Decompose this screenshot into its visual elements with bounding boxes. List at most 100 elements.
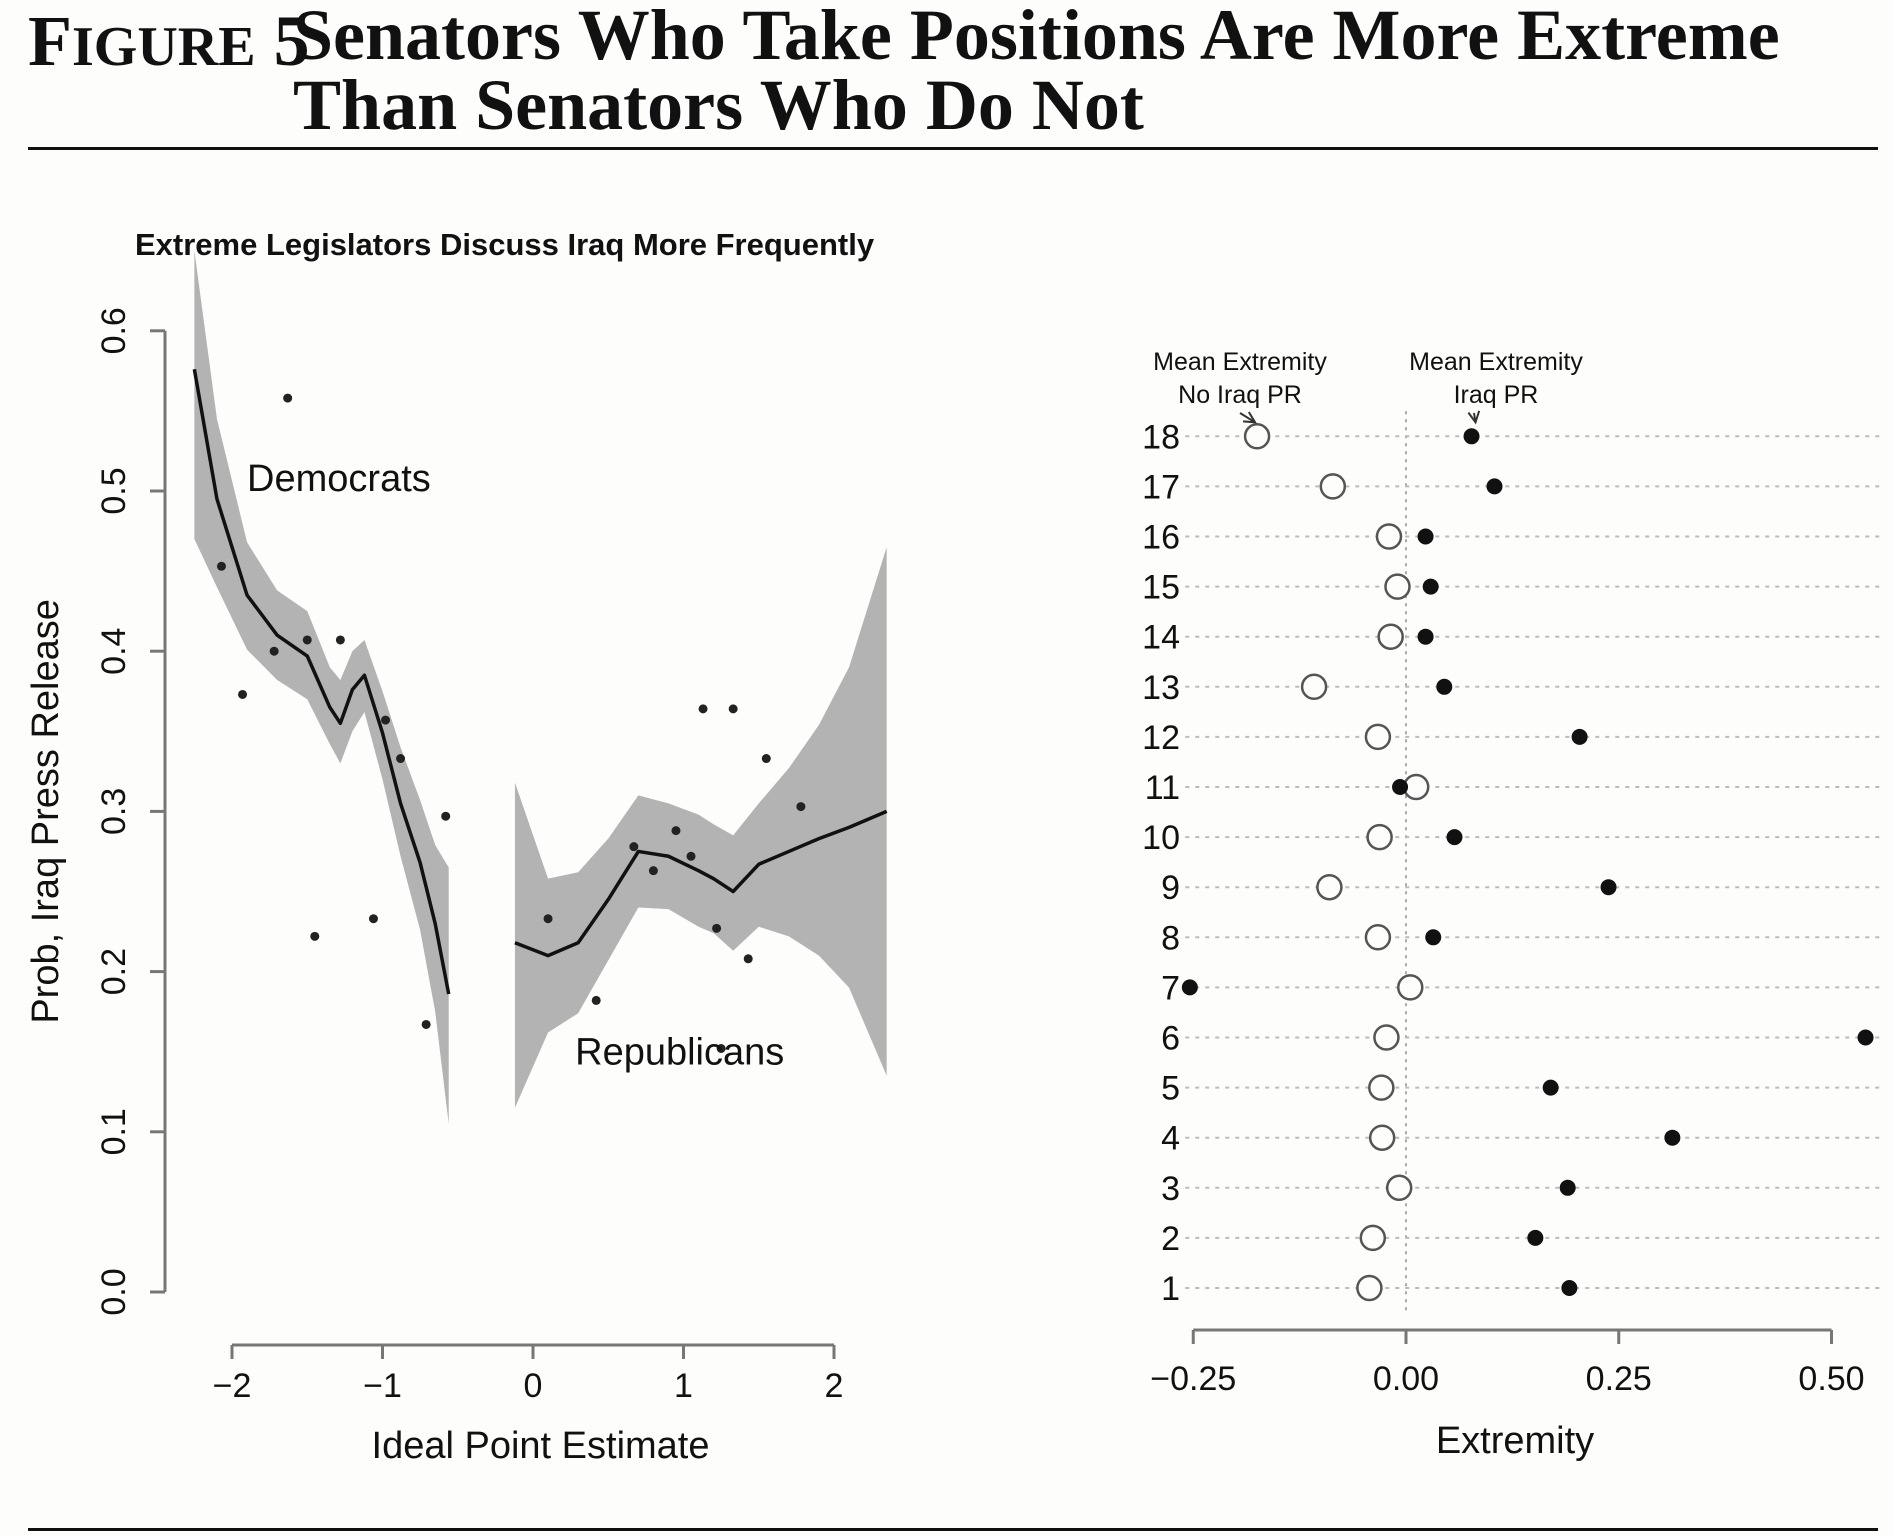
legislator-point [712, 923, 722, 933]
row-label: 16 [1142, 519, 1180, 557]
mean-extremity-iraq-point [1392, 779, 1409, 795]
row-label: 11 [1145, 769, 1180, 807]
top-rule [28, 147, 1878, 150]
left-x-tick-label: −2 [213, 1367, 252, 1405]
row-label: 15 [1142, 569, 1180, 607]
mean-extremity-iraq-point [1486, 478, 1503, 495]
mean-extremity-iraq-point [1571, 728, 1588, 745]
mean-extremity-iraq-point [1463, 428, 1480, 445]
mean-extremity-iraq-point [1422, 578, 1439, 595]
right-x-tick-label: 0.00 [1373, 1360, 1439, 1398]
row-label: 6 [1161, 1020, 1180, 1058]
mean-extremity-iraq-point [1542, 1079, 1559, 1096]
left-y-tick-label: 0.6 [95, 307, 133, 354]
left-x-tick-label: 0 [524, 1367, 543, 1405]
left-x-axis-title: Ideal Point Estimate [372, 1425, 710, 1467]
legislator-point [216, 561, 226, 571]
legislator-point [543, 914, 553, 924]
mean-extremity-no-iraq-point [1368, 1074, 1395, 1101]
legislator-point [629, 842, 639, 852]
mean-extremity-no-iraq-point [1385, 1174, 1413, 1202]
annotation-arrow [1239, 412, 1256, 424]
annotation-label-line2: No Iraq PR [1178, 381, 1302, 409]
mean-extremity-no-iraq-point [1368, 1124, 1396, 1151]
fit-line-democrats [192, 368, 451, 995]
left-chart: Extreme Legislators Discuss Iraq More Fr… [25, 227, 888, 1467]
legislator-point [421, 1019, 431, 1029]
left-y-tick-label: 0.0 [95, 1268, 133, 1315]
mean-extremity-iraq-point [1664, 1129, 1681, 1146]
legislator-point [591, 995, 601, 1005]
left-x-tick-label: 2 [825, 1367, 844, 1405]
mean-extremity-no-iraq-point [1319, 473, 1347, 500]
mean-extremity-iraq-point [1559, 1179, 1576, 1196]
right-x-axis-title: Extremity [1436, 1420, 1594, 1462]
left-y-tick-label: 0.3 [95, 788, 133, 835]
mean-extremity-no-iraq-point [1359, 1224, 1387, 1252]
mean-extremity-iraq-point [1527, 1229, 1544, 1246]
fit-line-republicans [514, 809, 888, 958]
row-label: 9 [1161, 869, 1180, 907]
legislator-point [671, 826, 681, 836]
legislator-point [335, 635, 345, 645]
left-x-tick-label: 1 [674, 1367, 693, 1405]
legislator-point [302, 635, 312, 645]
row-label: 4 [1161, 1120, 1180, 1158]
legislator-point [686, 851, 696, 861]
row-label: 5 [1161, 1070, 1180, 1108]
left-x-tick-label: −1 [363, 1367, 402, 1405]
mean-extremity-no-iraq-point [1364, 924, 1392, 951]
mean-extremity-iraq-point [1425, 929, 1442, 946]
annotation-label-line1: Mean Extremity [1153, 348, 1327, 376]
left-annotation-republicans: Republicans [575, 1032, 784, 1074]
legislator-point [728, 704, 738, 714]
mean-extremity-iraq-point [1561, 1280, 1578, 1296]
mean-extremity-no-iraq-point [1356, 1274, 1383, 1302]
row-label: 13 [1142, 669, 1180, 707]
mean-extremity-no-iraq-point [1384, 573, 1411, 600]
left-y-tick-label: 0.4 [95, 628, 133, 675]
left-y-tick-label: 0.2 [95, 948, 133, 995]
annotation-arrowhead [1467, 410, 1481, 425]
legislator-point [796, 802, 806, 812]
legislator-point [396, 754, 406, 764]
legislator-point [698, 704, 708, 714]
legislator-point [743, 954, 753, 964]
annotation-label-line1: Mean Extremity [1409, 348, 1583, 376]
legislator-point [310, 931, 320, 941]
legislator-point [716, 1043, 726, 1053]
figure-label: FIGURE 5 [28, 1, 310, 81]
left-chart-title: Extreme Legislators Discuss Iraq More Fr… [135, 227, 875, 262]
row-label: 10 [1142, 819, 1180, 857]
legislator-point [441, 811, 451, 821]
row-label: 18 [1142, 418, 1180, 456]
mean-extremity-iraq-point [1600, 879, 1617, 896]
legislator-point [648, 866, 658, 876]
mean-extremity-iraq-point [1181, 979, 1198, 996]
mean-extremity-iraq-point [1417, 628, 1434, 645]
legislator-point [238, 689, 248, 699]
right-x-tick-label: 0.50 [1798, 1360, 1864, 1398]
mean-extremity-no-iraq-point [1364, 723, 1392, 751]
mean-extremity-no-iraq-point [1300, 673, 1328, 701]
mean-extremity-iraq-point [1446, 829, 1463, 846]
mean-extremity-no-iraq-point [1366, 823, 1393, 851]
mean-extremity-no-iraq-point [1375, 523, 1403, 550]
mean-extremity-no-iraq-point [1243, 423, 1271, 450]
left-y-axis-title: Prob, Iraq Press Release [25, 599, 67, 1024]
left-annotation-democrats: Democrats [247, 458, 431, 500]
mean-extremity-iraq-point [1857, 1029, 1874, 1046]
mean-extremity-no-iraq-point [1397, 974, 1424, 1001]
bottom-rule [28, 1528, 1878, 1531]
row-label: 14 [1142, 619, 1180, 657]
legislator-point [283, 393, 293, 403]
row-label: 1 [1161, 1270, 1180, 1308]
legislator-point [269, 646, 279, 656]
row-label: 12 [1142, 719, 1180, 757]
mean-extremity-no-iraq-point [1377, 623, 1404, 650]
row-label: 8 [1161, 919, 1180, 957]
annotation-label-line2: Iraq PR [1454, 381, 1539, 409]
right-x-tick-label: 0.25 [1586, 1360, 1652, 1398]
